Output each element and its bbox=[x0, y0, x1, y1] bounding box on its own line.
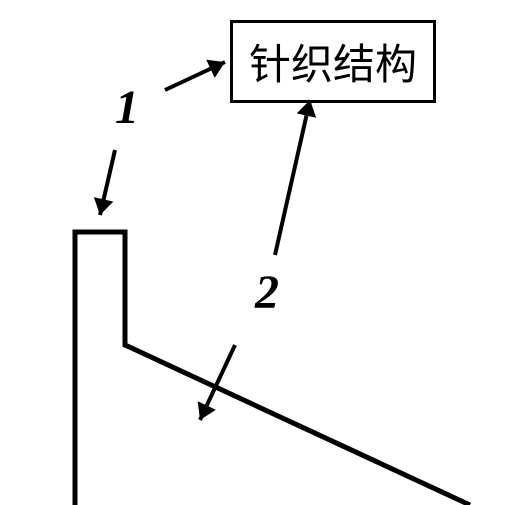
structure-label-text: 针织结构 bbox=[249, 43, 417, 89]
label-1: 1 bbox=[115, 80, 139, 135]
structure-label-box: 针织结构 bbox=[230, 20, 436, 103]
label-2: 2 bbox=[255, 265, 279, 320]
